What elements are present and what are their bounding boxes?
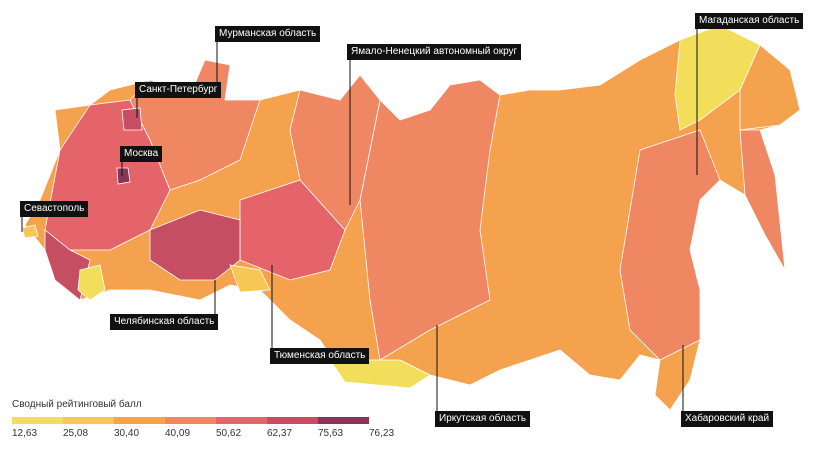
legend-swatch — [114, 417, 165, 424]
region-chukotka — [739, 44, 801, 131]
region-volga — [149, 209, 241, 281]
label-chelyabinsk: Челябинская область — [110, 314, 219, 330]
label-khabarovsk: Хабаровский край — [681, 411, 774, 427]
legend-ticks: 12,63 25,08 30,40 40,09 50,62 62,37 75,63 76,23 — [12, 428, 395, 442]
label-tyumen: Тюменская область — [270, 348, 370, 364]
legend-tick: 12,63 — [12, 428, 38, 439]
legend-tick: 50,62 — [216, 428, 242, 439]
legend-swatch — [318, 417, 369, 424]
label-spb: Санкт-Петербург — [135, 82, 222, 98]
label-irkutsk: Иркутская область — [435, 411, 531, 427]
region-south-siberia — [329, 359, 431, 389]
legend-tick: 30,40 — [114, 428, 140, 439]
label-murmansk: Мурманская область — [215, 26, 321, 42]
region-krasnoyarsk — [359, 79, 501, 361]
leader-lines — [21, 28, 698, 414]
region-crimea — [21, 224, 39, 239]
label-magadan: Магаданская область — [695, 13, 804, 29]
label-sevastopol: Севастополь — [20, 201, 89, 217]
legend-swatch — [12, 417, 63, 424]
legend-tick: 76,23 — [369, 428, 395, 439]
legend-swatch — [63, 417, 114, 424]
legend-tick: 62,37 — [267, 428, 293, 439]
region-khabarovsk — [619, 129, 721, 361]
legend-tick: 25,08 — [63, 428, 89, 439]
region-kamchatka — [739, 129, 786, 271]
legend-swatch — [267, 417, 318, 424]
label-moscow: Москва — [120, 146, 163, 162]
region-yamal — [289, 74, 381, 231]
region-spb — [121, 107, 143, 131]
legend-title: Сводный рейтинговый балл — [12, 399, 142, 410]
legend-tick: 75,63 — [318, 428, 344, 439]
legend-tick: 40,09 — [165, 428, 191, 439]
region-kazakh-border — [229, 264, 271, 293]
legend-color-bar — [12, 417, 369, 424]
legend-swatch — [216, 417, 267, 424]
region-moscow — [116, 167, 131, 185]
region-caucasus — [77, 264, 106, 301]
legend-swatch — [165, 417, 216, 424]
label-yamal: Ямало-Ненецкий автономный округ — [347, 44, 522, 60]
